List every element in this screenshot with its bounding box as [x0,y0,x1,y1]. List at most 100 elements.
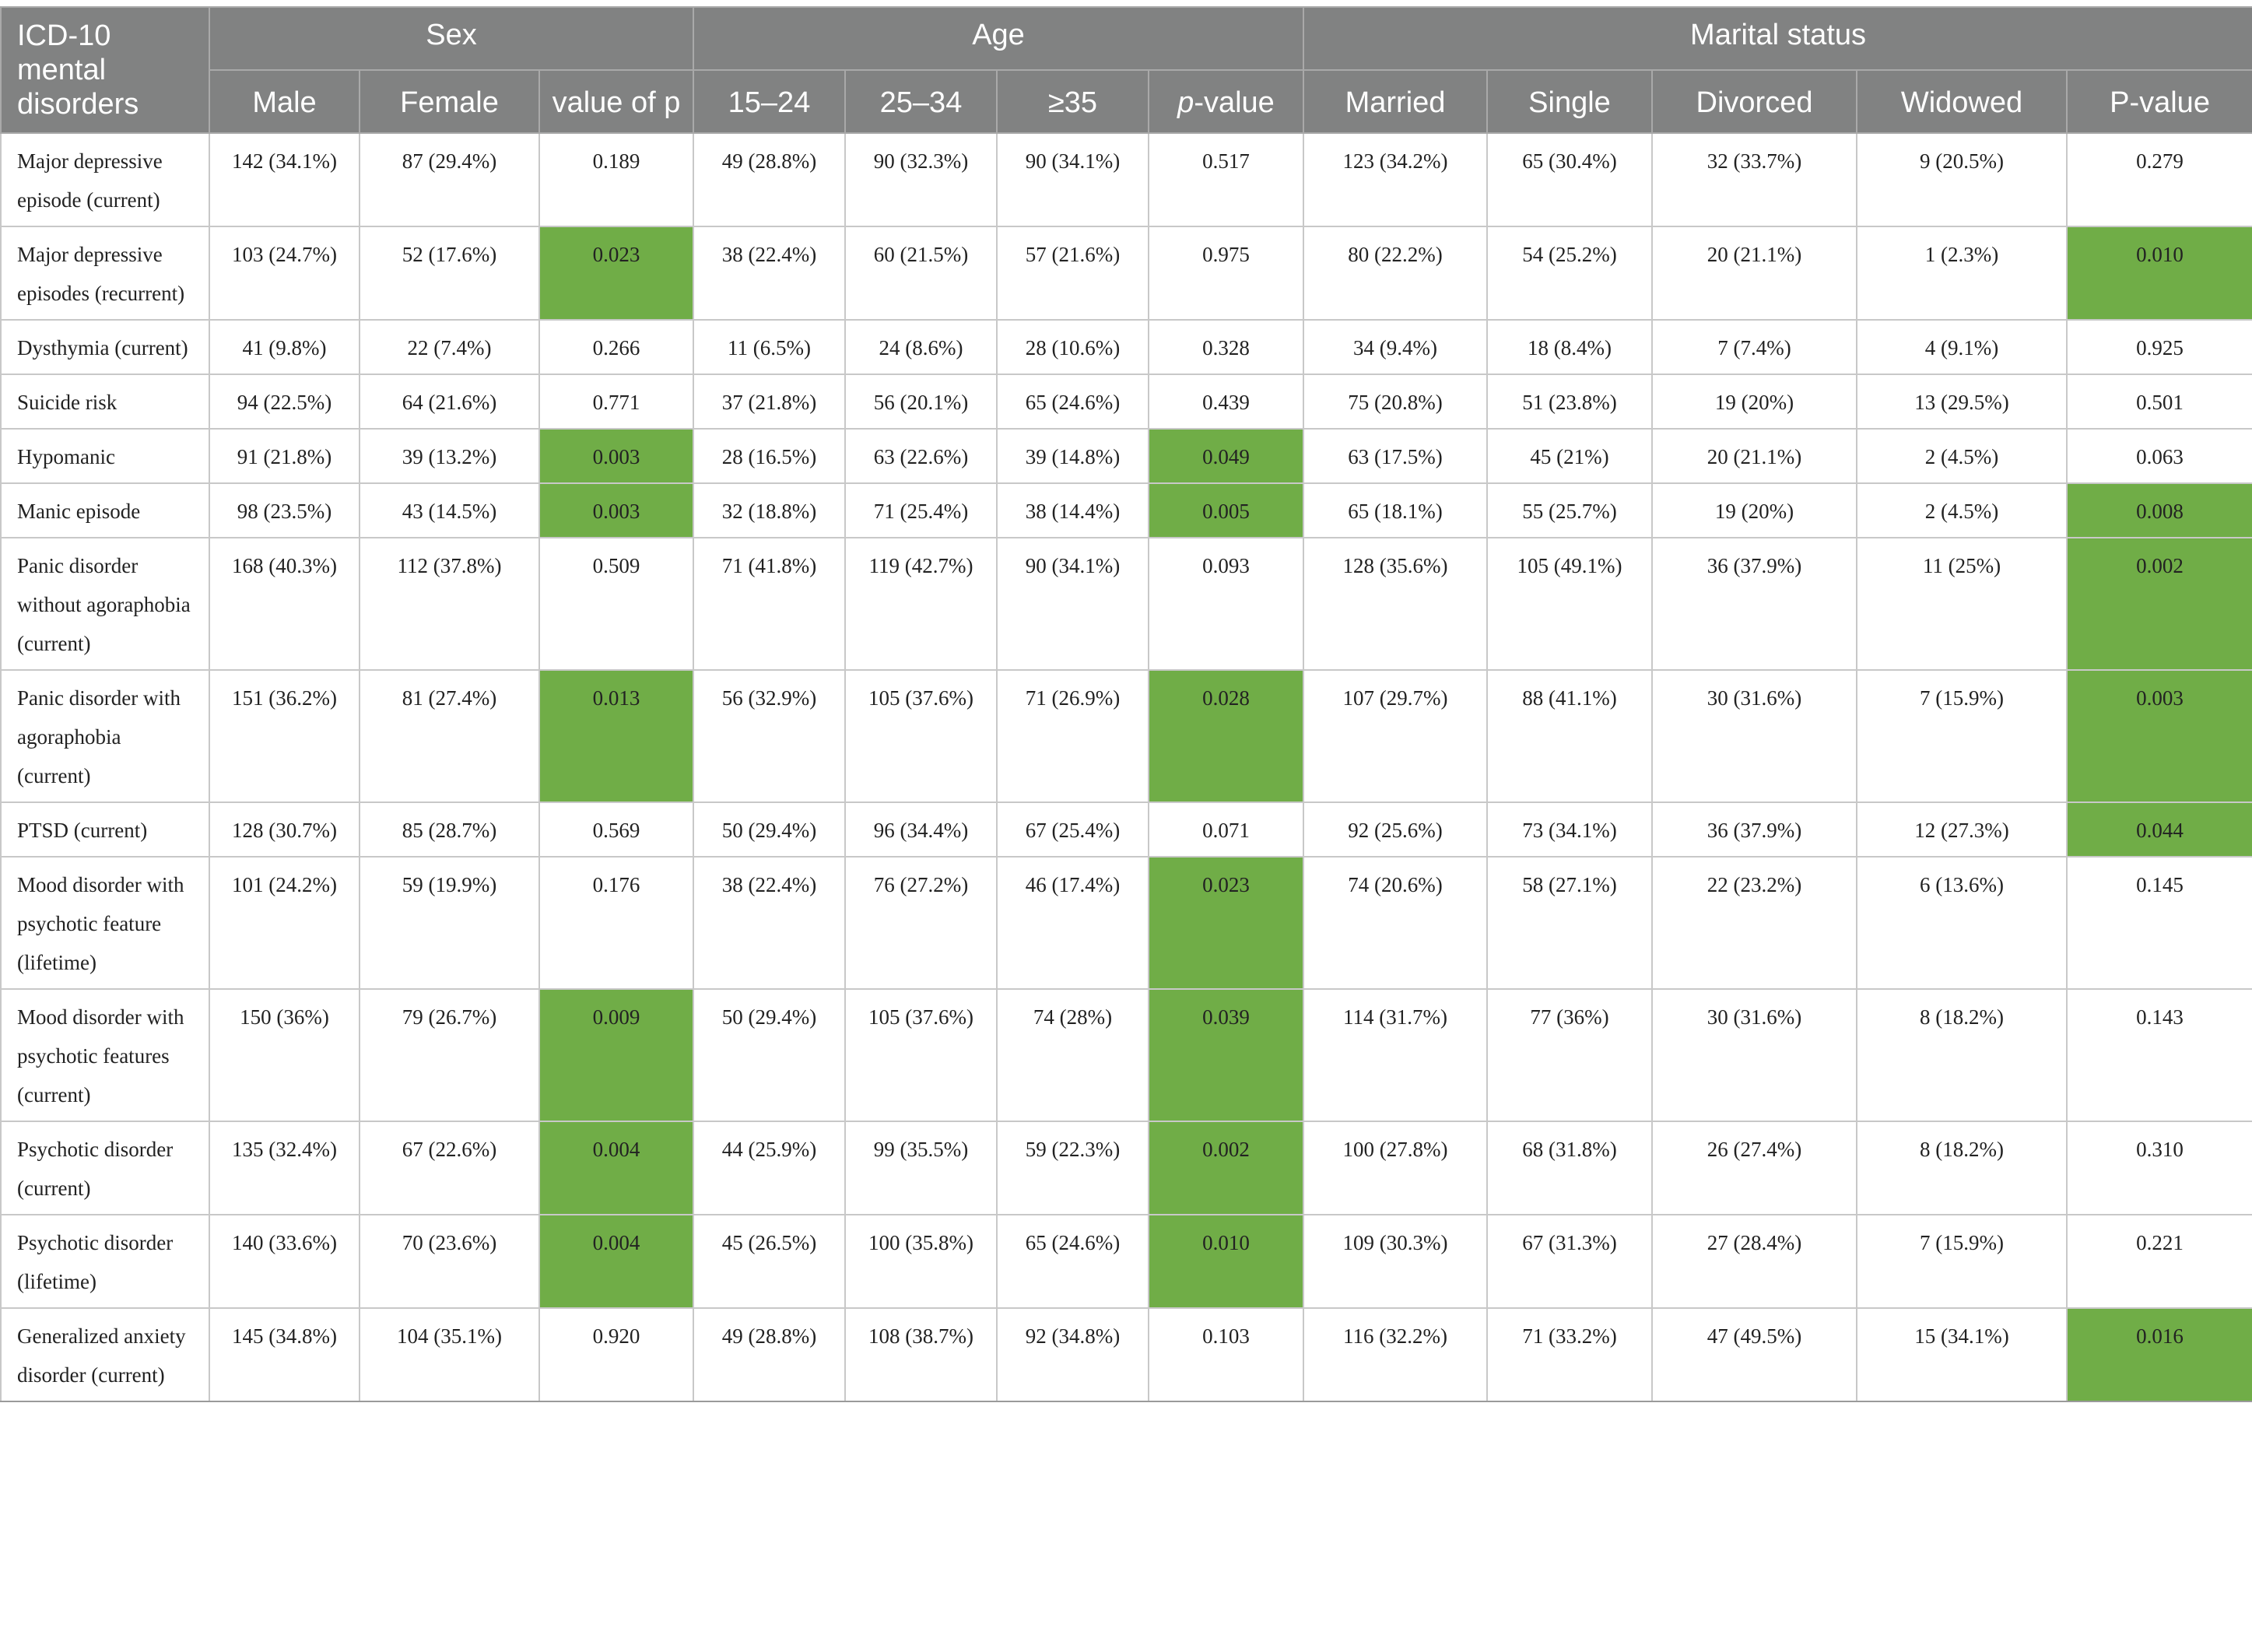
count-cell: 63 (17.5%) [1303,428,1488,484]
count-cell: 123 (34.2%) [1303,132,1488,227]
p-value-cell: 0.009 [538,988,694,1122]
count-cell: 19 (20%) [1651,482,1857,538]
disorder-label: Psychotic disorder (lifetime) [0,1214,210,1309]
count-cell: 77 (36%) [1486,988,1653,1122]
count-cell: 8 (18.2%) [1856,1121,2068,1215]
count-cell: 112 (37.8%) [359,537,540,671]
count-cell: 105 (37.6%) [844,988,998,1122]
count-cell: 38 (22.4%) [693,856,846,990]
p-value-cell: 0.093 [1148,537,1304,671]
count-cell: 65 (24.6%) [996,374,1149,430]
count-cell: 24 (8.6%) [844,319,998,375]
count-cell: 27 (28.4%) [1651,1214,1857,1309]
disorder-label: Panic disorder without agoraphobia (curr… [0,537,210,671]
table-row: Manic episode 98 (23.5%) 43 (14.5%) 0.003 32… [0,482,2252,538]
count-cell: 60 (21.5%) [844,226,998,321]
table-body: Major depressive episode (current) 142 (3… [0,132,2252,1402]
count-cell: 19 (20%) [1651,374,1857,430]
count-cell: 91 (21.8%) [209,428,360,484]
table-row: Psychotic disorder (lifetime) 140 (33.6%)… [0,1214,2252,1309]
count-cell: 18 (8.4%) [1486,319,1653,375]
p-value-cell: 0.103 [1148,1307,1304,1402]
count-cell: 34 (9.4%) [1303,319,1488,375]
p-value-cell: 0.002 [2065,537,2252,671]
table-row: PTSD (current) 128 (30.7%) 85 (28.7%) 0.569… [0,801,2252,858]
count-cell: 30 (31.6%) [1651,669,1857,803]
count-cell: 81 (27.4%) [359,669,540,803]
count-cell: 90 (34.1%) [996,537,1149,671]
count-cell: 105 (37.6%) [844,669,998,803]
p-value-cell: 0.039 [1148,988,1304,1122]
disorder-label: Panic disorder with agoraphobia (current… [0,669,210,803]
count-cell: 50 (29.4%) [693,801,846,858]
header-divorced: Divorced [1651,69,1857,134]
count-cell: 145 (34.8%) [209,1307,360,1402]
p-value-cell: 0.023 [538,226,694,321]
count-cell: 67 (25.4%) [996,801,1149,858]
count-cell: 45 (26.5%) [693,1214,846,1309]
p-value-cell: 0.004 [538,1121,694,1215]
p-value-cell: 0.920 [538,1307,694,1402]
table-row: Major depressive episode (current) 142 (3… [0,132,2252,227]
p-value-cell: 0.221 [2065,1214,2252,1309]
count-cell: 8 (18.2%) [1856,988,2068,1122]
header-group-age: Age [693,6,1304,71]
count-cell: 65 (24.6%) [996,1214,1149,1309]
p-value-cell: 0.266 [538,319,694,375]
table-row: Generalized anxiety disorder (current) 14… [0,1307,2252,1402]
count-cell: 67 (22.6%) [359,1121,540,1215]
count-cell: 44 (25.9%) [693,1121,846,1215]
header-icd10: ICD-10 mental disorders [0,6,210,134]
count-cell: 70 (23.6%) [359,1214,540,1309]
header-age-p-rest: -value [1194,86,1275,119]
count-cell: 11 (6.5%) [693,319,846,375]
table-row: Psychotic disorder (current) 135 (32.4%) 6… [0,1121,2252,1215]
count-cell: 128 (35.6%) [1303,537,1488,671]
p-value-cell: 0.328 [1148,319,1304,375]
count-cell: 20 (21.1%) [1651,428,1857,484]
count-cell: 74 (20.6%) [1303,856,1488,990]
header-age-15-24: 15–24 [693,69,846,134]
p-value-cell: 0.005 [1148,482,1304,538]
count-cell: 94 (22.5%) [209,374,360,430]
p-value-cell: 0.143 [2065,988,2252,1122]
count-cell: 65 (18.1%) [1303,482,1488,538]
table-row: Mood disorder with psychotic features (c… [0,988,2252,1122]
p-value-cell: 0.063 [2065,428,2252,484]
count-cell: 90 (34.1%) [996,132,1149,227]
count-cell: 47 (49.5%) [1651,1307,1857,1402]
header-group-marital: Marital status [1302,6,2252,71]
count-cell: 103 (24.7%) [209,226,360,321]
count-cell: 9 (20.5%) [1856,132,2068,227]
count-cell: 13 (29.5%) [1856,374,2068,430]
count-cell: 88 (41.1%) [1486,669,1653,803]
count-cell: 107 (29.7%) [1303,669,1488,803]
p-value-cell: 0.771 [538,374,694,430]
count-cell: 6 (13.6%) [1856,856,2068,990]
count-cell: 1 (2.3%) [1856,226,2068,321]
table-row: Hypomanic 91 (21.8%) 39 (13.2%) 0.003 28 (16… [0,428,2252,484]
count-cell: 28 (10.6%) [996,319,1149,375]
count-cell: 11 (25%) [1856,537,2068,671]
p-value-cell: 0.049 [1148,428,1304,484]
count-cell: 73 (34.1%) [1486,801,1653,858]
p-value-cell: 0.003 [538,428,694,484]
count-cell: 68 (31.8%) [1486,1121,1653,1215]
count-cell: 71 (33.2%) [1486,1307,1653,1402]
disorder-label: Major depressive episode (current) [0,132,210,227]
count-cell: 45 (21%) [1486,428,1653,484]
count-cell: 71 (26.9%) [996,669,1149,803]
p-value-cell: 0.004 [538,1214,694,1309]
count-cell: 52 (17.6%) [359,226,540,321]
disorder-label: Major depressive episodes (recurrent) [0,226,210,321]
disorder-label: Mood disorder with psychotic feature (li… [0,856,210,990]
disorders-table: ICD-10 mental disorders Sex Age Marital … [0,6,2252,1402]
count-cell: 49 (28.8%) [693,132,846,227]
count-cell: 55 (25.7%) [1486,482,1653,538]
header-age-25-34: 25–34 [844,69,998,134]
disorder-label: Psychotic disorder (current) [0,1121,210,1215]
count-cell: 71 (25.4%) [844,482,998,538]
count-cell: 39 (13.2%) [359,428,540,484]
count-cell: 79 (26.7%) [359,988,540,1122]
p-value-cell: 0.509 [538,537,694,671]
